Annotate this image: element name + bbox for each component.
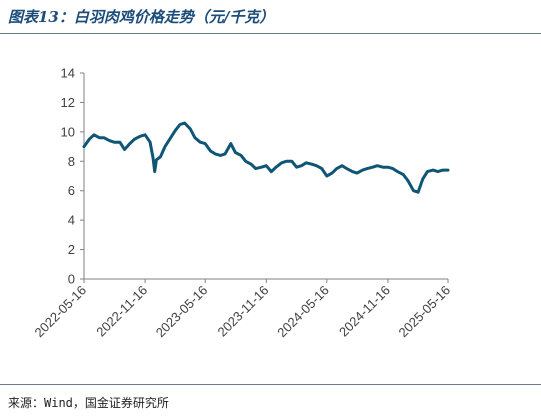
x-tick-label: 2023-05-16 <box>153 283 211 341</box>
x-tick-label: 2024-11-16 <box>336 283 393 340</box>
x-tick-label: 2022-05-16 <box>31 283 89 341</box>
x-tick-label: 2025-05-16 <box>395 283 453 341</box>
source-note: 来源：Wind，国金证券研究所 <box>8 396 169 410</box>
x-tick-label: 2022-11-16 <box>93 283 150 340</box>
y-tick-label: 10 <box>61 124 75 139</box>
figure-title: 图表13：白羽肉鸡价格走势（元/千克） <box>8 8 275 26</box>
y-tick-label: 0 <box>68 272 75 287</box>
top-divider <box>0 33 541 34</box>
y-tick-labels: 0 2 4 6 8 10 12 14 <box>61 66 75 287</box>
x-tick-label: 2024-05-16 <box>274 283 332 341</box>
chart-axes <box>80 72 449 283</box>
y-tick-label: 12 <box>61 95 75 110</box>
chart-series <box>82 121 450 194</box>
y-tick-label: 2 <box>68 242 75 257</box>
price-series-line <box>82 121 450 194</box>
y-tick-label: 8 <box>68 154 75 169</box>
bottom-divider <box>0 384 541 385</box>
price-line-chart: 0 2 4 6 8 10 12 14 2022-05-16 2022-11-16 2023-05-… <box>31 66 453 341</box>
x-tick-label: 2023-11-16 <box>214 283 271 340</box>
x-tick-labels: 2022-05-16 2022-11-16 2023-05-16 2023-11-16… <box>31 283 453 341</box>
y-tick-label: 4 <box>68 213 75 228</box>
y-tick-label: 6 <box>68 183 75 198</box>
y-tick-label: 14 <box>61 66 75 81</box>
